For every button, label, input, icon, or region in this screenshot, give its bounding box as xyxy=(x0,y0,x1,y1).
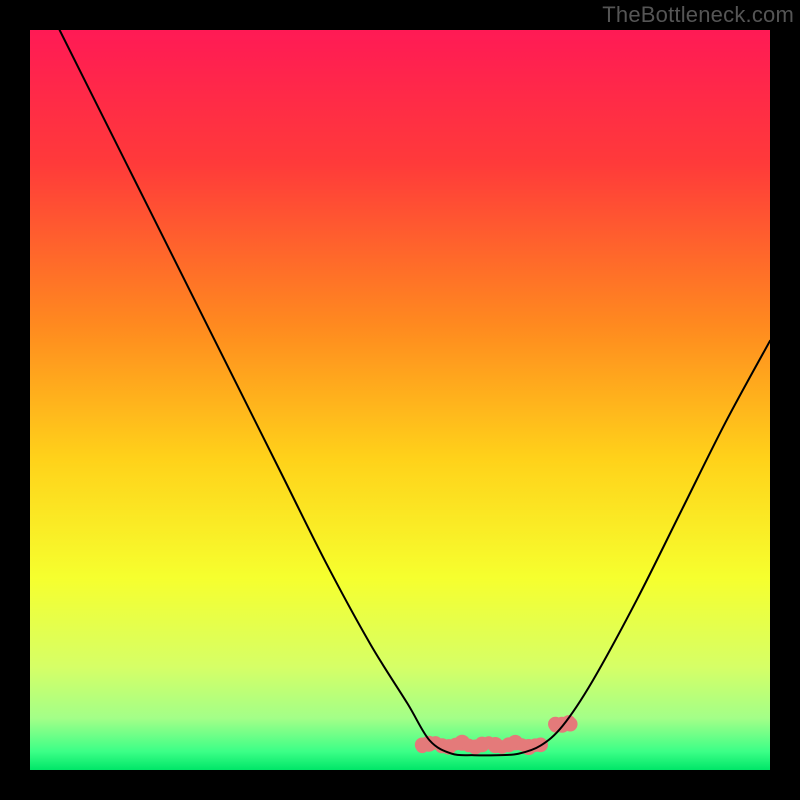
watermark-text: TheBottleneck.com xyxy=(602,2,794,28)
chart-stage: TheBottleneck.com xyxy=(0,0,800,800)
bottleneck-curve-chart xyxy=(0,0,800,800)
gradient-background xyxy=(30,30,770,770)
